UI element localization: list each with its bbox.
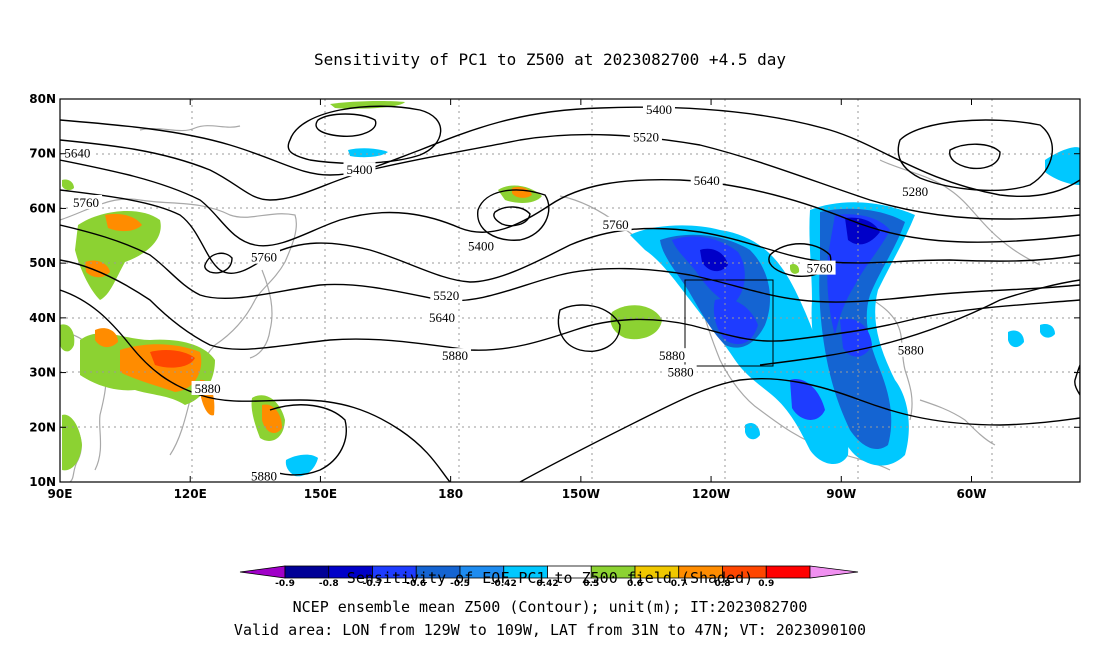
contour-label: 5880 <box>251 469 277 484</box>
contour-label: 5640 <box>64 146 90 161</box>
colorbar-level-label: -0.7 <box>363 579 383 589</box>
contour-label-bg <box>438 348 471 363</box>
x-tick-label: 90E <box>48 487 73 501</box>
contour-label: 5760 <box>73 195 99 210</box>
contour-label-bg <box>664 364 697 379</box>
x-tick-label: 90W <box>826 487 856 501</box>
map-background <box>60 99 1080 482</box>
footer-line-3: Valid area: LON from 129W to 109W, LAT f… <box>233 621 867 639</box>
x-tick-label: 120E <box>174 487 207 501</box>
contour-label: 5400 <box>346 162 372 177</box>
contour-label: 5880 <box>195 381 221 396</box>
y-tick-label: 10N <box>29 475 56 489</box>
x-axis: 90E 120E 150E 180 150W 120W 90W 60W <box>48 99 987 501</box>
contour-label-bg <box>899 184 932 199</box>
y-tick-label: 50N <box>29 256 56 270</box>
contour-label-bg <box>248 468 280 482</box>
contour-label-bg <box>803 260 836 275</box>
y-tick-label: 60N <box>29 201 56 215</box>
colorbar-level-label: 0.9 <box>758 579 774 589</box>
contour-label: 5400 <box>468 239 494 254</box>
colorbar-level-label: -0.5 <box>450 579 470 589</box>
contour-label-bg <box>629 129 662 144</box>
contour-label-bg <box>599 216 632 231</box>
contour-label-bg <box>61 145 94 160</box>
colorbar-level-label: -0.42 <box>491 579 517 589</box>
contour-label-bg <box>642 101 675 116</box>
colorbar-level-label: 0.5 <box>583 579 599 589</box>
chart-title: Sensitivity of PC1 to Z500 at 2023082700… <box>313 50 786 69</box>
contour-label-bg <box>690 173 723 188</box>
contour-label: 5760 <box>603 217 629 232</box>
colorbar-level-label: 0.6 <box>627 579 643 589</box>
contour-label-bg <box>343 162 376 177</box>
contour-label-bg <box>70 194 103 209</box>
colorbar-level-label: 0.42 <box>536 579 558 589</box>
contour-label: 5880 <box>442 348 468 363</box>
footer-line-1: Sensitivity of EOF PC1 to Z500 field (Sh… <box>346 569 754 587</box>
map-frame <box>59 98 1081 483</box>
x-tick-label: 120W <box>692 487 730 501</box>
contour-label-bg <box>248 249 280 264</box>
colorbar-right-triangle <box>809 565 859 579</box>
colorbar: -0.9 -0.8 -0.7 -0.6 -0.5 -0.42 0.42 0.5 0.6 0.7 0.… <box>239 565 859 589</box>
valid-area-box <box>684 279 774 367</box>
contour-label-bg <box>191 380 224 395</box>
y-tick-label: 80N <box>29 92 56 106</box>
y-tick-label: 70N <box>29 147 56 161</box>
y-tick-label: 40N <box>29 311 56 325</box>
x-tick-label: 150W <box>562 487 600 501</box>
y-axis: 80N 70N 60N 50N 40N 30N 20N 10N <box>29 92 1080 489</box>
contour-label: 5400 <box>646 102 672 117</box>
colorbar-level-label: -0.6 <box>406 579 426 589</box>
contour-label: 5880 <box>898 343 924 358</box>
colorbar-level-label: 0.7 <box>671 579 687 589</box>
y-tick-label: 30N <box>29 366 56 380</box>
colorbar-level-label: 0.8 <box>715 579 731 589</box>
contour-label: 5640 <box>694 173 720 188</box>
footer-line-2: NCEP ensemble mean Z500 (Contour); unit(… <box>292 598 808 616</box>
z500-contours <box>60 105 1080 482</box>
x-tick-label: 180 <box>438 487 463 501</box>
y-tick-label: 20N <box>29 420 56 434</box>
contour-label: 5520 <box>633 129 659 144</box>
contour-label: 5640 <box>429 310 455 325</box>
contour-label-bg <box>430 287 463 302</box>
contour-label: 5760 <box>251 250 277 265</box>
contour-labels: 5640 5760 5400 5400 5520 5400 5760 5520 5640 5880… <box>61 101 932 484</box>
contour-label: 5280 <box>902 184 928 199</box>
contour-label-bg <box>425 309 458 324</box>
contour-label-bg <box>656 348 688 363</box>
x-tick-label: 150E <box>304 487 337 501</box>
x-tick-label: 60W <box>957 487 987 501</box>
contour-label: 5520 <box>433 288 459 303</box>
contour-label: 5880 <box>659 348 685 363</box>
contour-label: 5760 <box>807 261 833 276</box>
colorbar-level-label: -0.8 <box>319 579 339 589</box>
colorbar-level-label: -0.9 <box>275 579 295 589</box>
contour-label: 5880 <box>668 365 694 380</box>
contour-label-bg <box>465 238 498 253</box>
contour-label-bg <box>894 342 927 357</box>
map-grid <box>60 99 1080 482</box>
